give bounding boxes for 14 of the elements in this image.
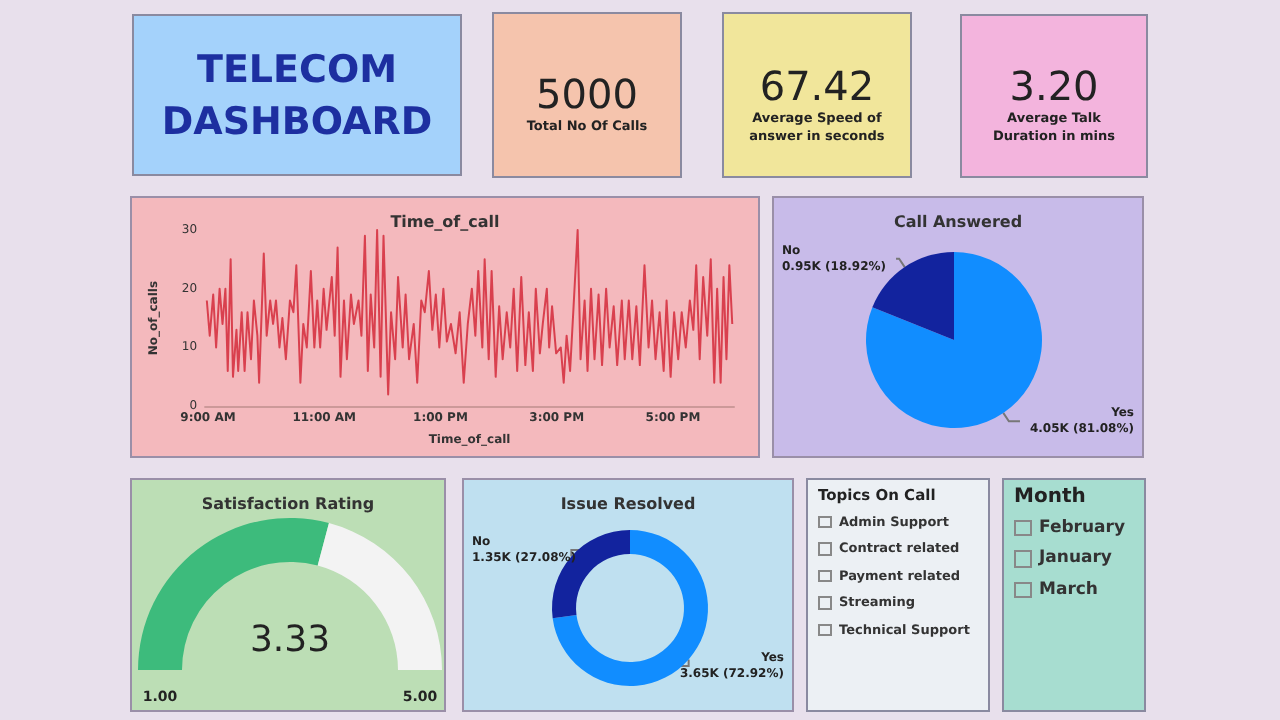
text: 3.20 [1009, 62, 1099, 110]
text: Month [1014, 486, 1088, 508]
line-series [205, 229, 734, 396]
text: TELECOM DASHBOARD [159, 45, 435, 147]
chart-title: Time_of_call [390, 213, 501, 231]
chart-title: Satisfaction Rating [201, 495, 375, 513]
category-label: January [1039, 548, 1112, 569]
chart-title: Call Answered [893, 213, 1023, 231]
category-label: February [1039, 517, 1126, 538]
text: 67.42 [759, 61, 875, 109]
text: 3.33 [249, 619, 331, 661]
text: 5000 [536, 70, 638, 118]
chart-title: Issue Resolved [560, 495, 696, 513]
category-label: March [1039, 579, 1098, 600]
